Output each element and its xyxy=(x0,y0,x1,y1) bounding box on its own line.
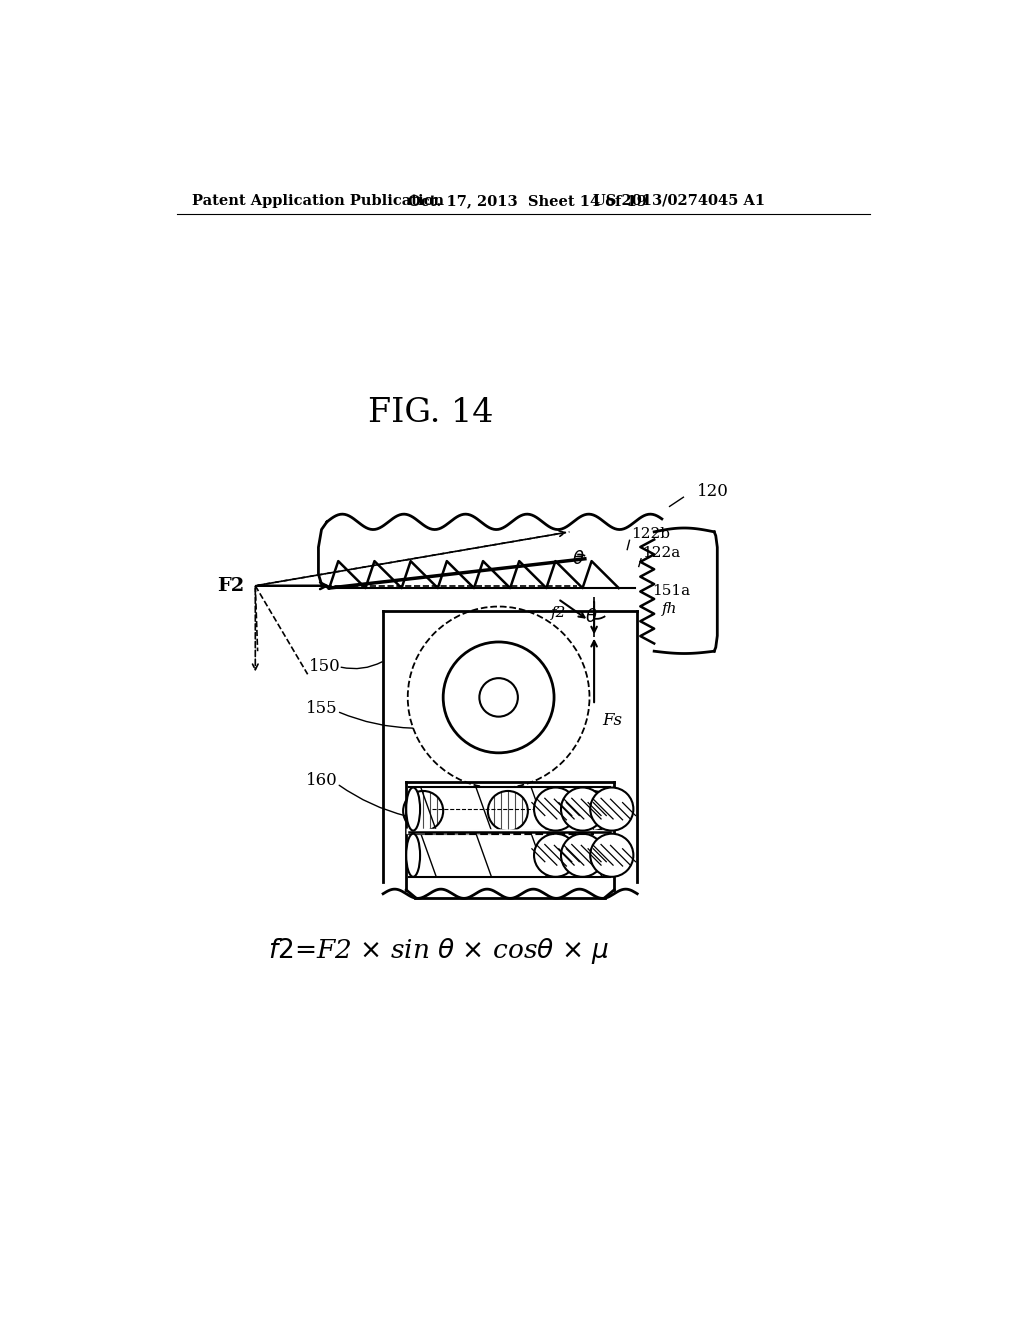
Text: $f2$=F2 $\times$ sin $\theta$ $\times$ cos$\theta$ $\times$ $\mu$: $f2$=F2 $\times$ sin $\theta$ $\times$ c… xyxy=(268,936,609,966)
Circle shape xyxy=(561,788,604,830)
Text: $\theta$: $\theta$ xyxy=(585,609,598,626)
Text: FIG. 14: FIG. 14 xyxy=(369,396,494,429)
Text: 150: 150 xyxy=(309,659,341,675)
FancyBboxPatch shape xyxy=(410,788,609,830)
Text: 155: 155 xyxy=(306,701,338,718)
Text: f2: f2 xyxy=(551,606,566,619)
Circle shape xyxy=(590,834,634,876)
Ellipse shape xyxy=(407,788,420,830)
Text: 122b: 122b xyxy=(631,527,670,541)
Text: $\theta$: $\theta$ xyxy=(571,550,585,568)
Text: fh: fh xyxy=(662,602,677,616)
Circle shape xyxy=(535,834,578,876)
FancyBboxPatch shape xyxy=(410,834,609,876)
Text: US 2013/0274045 A1: US 2013/0274045 A1 xyxy=(593,194,765,207)
Ellipse shape xyxy=(407,834,420,876)
Text: Fs: Fs xyxy=(602,711,622,729)
Text: 151a: 151a xyxy=(652,585,691,598)
Text: 122a: 122a xyxy=(643,546,681,561)
Circle shape xyxy=(561,834,604,876)
Text: 160: 160 xyxy=(306,772,338,789)
Text: F2: F2 xyxy=(217,577,245,595)
Text: Patent Application Publication: Patent Application Publication xyxy=(193,194,444,207)
Circle shape xyxy=(590,788,634,830)
Text: 120: 120 xyxy=(696,483,728,499)
Circle shape xyxy=(535,788,578,830)
Text: Oct. 17, 2013  Sheet 14 of 19: Oct. 17, 2013 Sheet 14 of 19 xyxy=(408,194,646,207)
